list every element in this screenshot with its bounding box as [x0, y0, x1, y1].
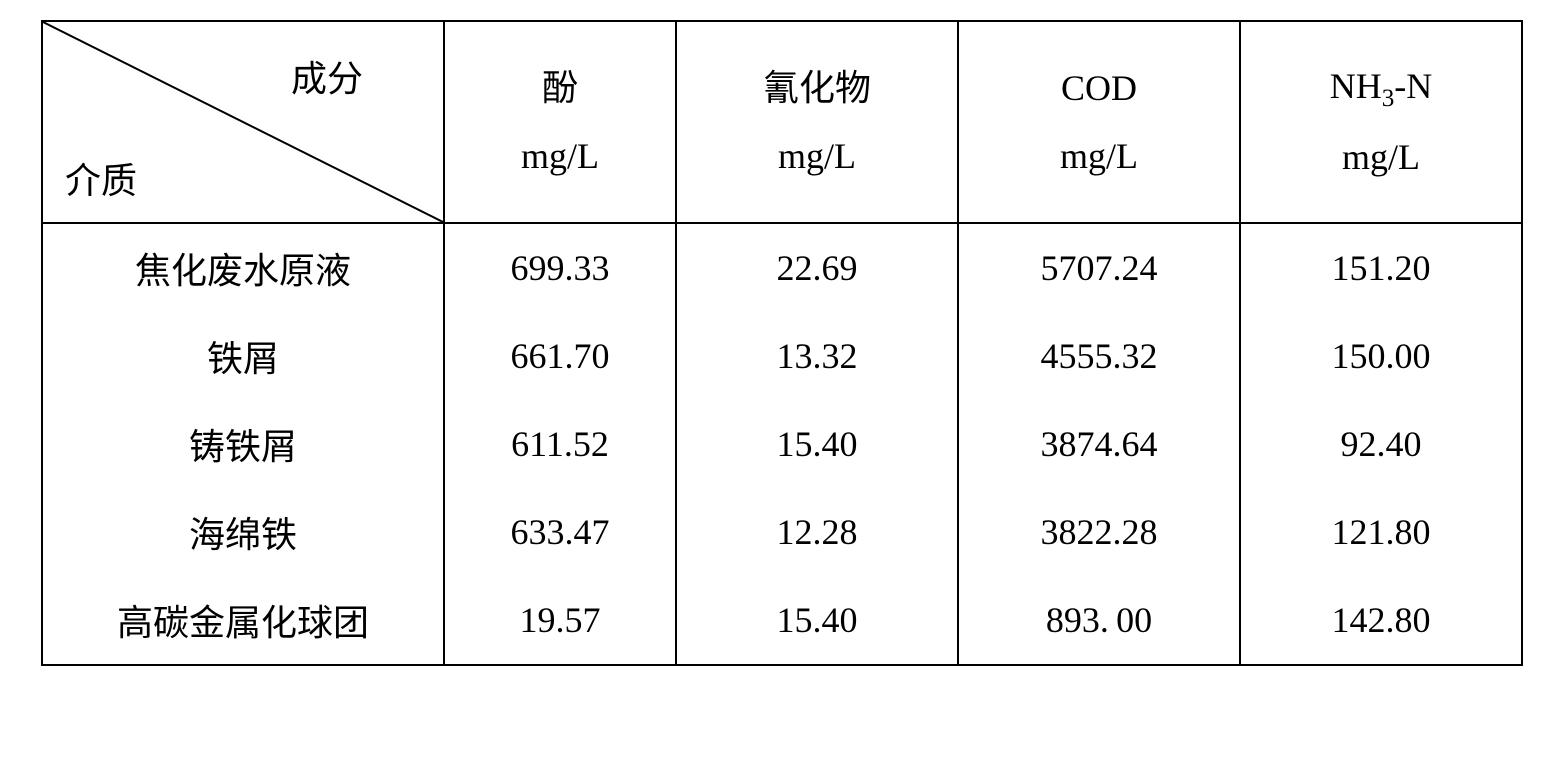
cell: 611.52 — [444, 400, 676, 488]
col-label: NH3-N — [1330, 52, 1433, 123]
cell: 19.57 — [444, 576, 676, 665]
cell: 142.80 — [1240, 576, 1522, 665]
cell: 5707.24 — [958, 223, 1240, 312]
cell: 893. 00 — [958, 576, 1240, 665]
row-label: 高碳金属化球团 — [42, 576, 444, 665]
cell: 661.70 — [444, 312, 676, 400]
row-label: 铸铁屑 — [42, 400, 444, 488]
col-label: COD — [1061, 54, 1137, 122]
data-table: 成分 介质 酚 mg/L 氰化物 mg/L — [41, 20, 1523, 666]
col-unit: mg/L — [1342, 123, 1420, 191]
cell: 633.47 — [444, 488, 676, 576]
cell: 15.40 — [676, 576, 958, 665]
col-header-cyanide: 氰化物 mg/L — [676, 21, 958, 223]
cell: 15.40 — [676, 400, 958, 488]
table-row: 铸铁屑 611.52 15.40 3874.64 92.40 — [42, 400, 1522, 488]
col-unit: mg/L — [1060, 122, 1138, 190]
col-label: 氰化物 — [763, 54, 871, 122]
table-row: 高碳金属化球团 19.57 15.40 893. 00 142.80 — [42, 576, 1522, 665]
col-label: 酚 — [542, 54, 578, 122]
table-body: 焦化废水原液 699.33 22.69 5707.24 151.20 铁屑 66… — [42, 223, 1522, 665]
col-header-nh3n: NH3-N mg/L — [1240, 21, 1522, 223]
col-unit: mg/L — [778, 122, 856, 190]
cell: 92.40 — [1240, 400, 1522, 488]
header-top-label: 成分 — [291, 50, 363, 102]
row-label: 铁屑 — [42, 312, 444, 400]
row-label: 海绵铁 — [42, 488, 444, 576]
cell: 12.28 — [676, 488, 958, 576]
cell: 151.20 — [1240, 223, 1522, 312]
col-header-cod: COD mg/L — [958, 21, 1240, 223]
diagonal-header-cell: 成分 介质 — [42, 21, 444, 223]
header-bottom-label: 介质 — [65, 152, 137, 204]
table-row: 铁屑 661.70 13.32 4555.32 150.00 — [42, 312, 1522, 400]
cell: 3822.28 — [958, 488, 1240, 576]
col-header-phenol: 酚 mg/L — [444, 21, 676, 223]
cell: 699.33 — [444, 223, 676, 312]
table-row: 焦化废水原液 699.33 22.69 5707.24 151.20 — [42, 223, 1522, 312]
row-label: 焦化废水原液 — [42, 223, 444, 312]
header-row: 成分 介质 酚 mg/L 氰化物 mg/L — [42, 21, 1522, 223]
cell: 3874.64 — [958, 400, 1240, 488]
cell: 121.80 — [1240, 488, 1522, 576]
cell: 22.69 — [676, 223, 958, 312]
table-row: 海绵铁 633.47 12.28 3822.28 121.80 — [42, 488, 1522, 576]
cell: 150.00 — [1240, 312, 1522, 400]
cell: 13.32 — [676, 312, 958, 400]
col-unit: mg/L — [521, 122, 599, 190]
cell: 4555.32 — [958, 312, 1240, 400]
